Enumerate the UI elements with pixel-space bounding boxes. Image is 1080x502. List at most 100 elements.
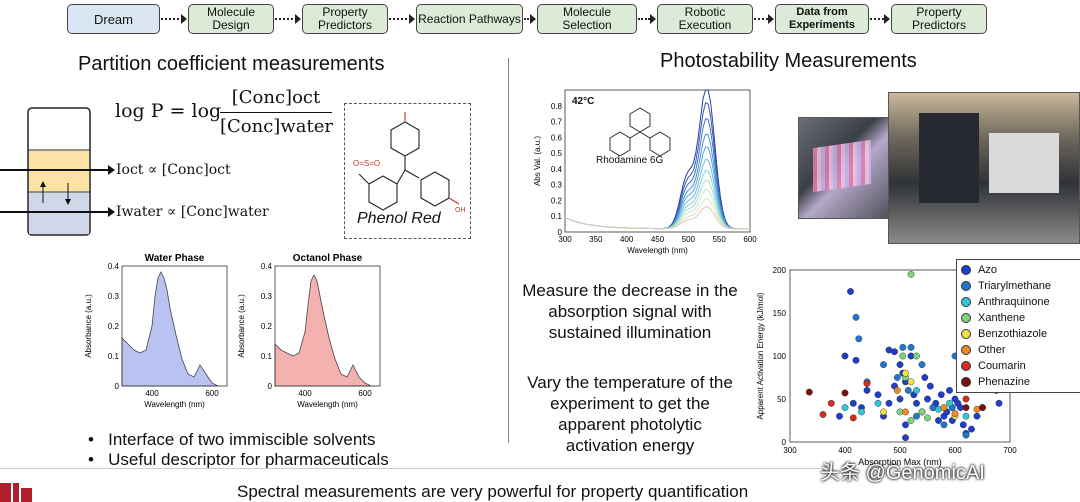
y-tick-label: 50: [777, 395, 786, 404]
data-point-azo: [924, 395, 931, 403]
data-point-phenazine: [805, 388, 813, 396]
pipeline-step-property-predictors-2[interactable]: Property Predictors: [891, 4, 987, 34]
data-point-azo: [841, 352, 849, 360]
data-point-triarylmethane: [940, 421, 948, 429]
data-point-azo: [968, 425, 975, 433]
y-tick-label: 0: [115, 382, 120, 391]
pipeline-step-robotic-execution[interactable]: Robotic Execution: [657, 4, 753, 34]
y-tick-label: 0.4: [551, 165, 563, 174]
pipeline-step-property-predictors[interactable]: Property Predictors: [302, 4, 388, 34]
x-tick-label: 300: [783, 446, 797, 455]
data-point-azo: [935, 417, 942, 424]
data-point-coumarin: [863, 380, 871, 387]
y-tick-label: 0.1: [551, 212, 563, 221]
phenol-red-label: Phenol Red: [357, 210, 441, 227]
legend-label: Anthraquinone: [978, 296, 1050, 308]
x-tick-label: 700: [1003, 446, 1017, 455]
plot-frame: [121, 265, 228, 387]
data-point-azo: [847, 288, 854, 295]
logp-denominator: [Conc]water: [220, 116, 333, 137]
data-point-xanthene: [907, 417, 915, 424]
data-point-phenazine: [962, 404, 970, 412]
data-point-other: [940, 404, 948, 412]
data-point-anthraquinone: [874, 399, 882, 407]
x-tick-label: 450: [651, 235, 665, 244]
data-point-anthraquinone: [962, 412, 970, 420]
y-tick-label: 0: [782, 438, 787, 447]
legend-item: Anthraquinone: [961, 294, 1079, 310]
separatory-vessel-diagram: [0, 107, 115, 236]
data-point-anthraquinone: [913, 386, 920, 394]
arrow-right-icon: [884, 14, 890, 24]
data-point-triarylmethane: [913, 412, 920, 420]
x-tick-label: 600: [948, 446, 962, 455]
x-tick-label: 400: [145, 389, 159, 398]
data-point-azo: [902, 434, 909, 442]
x-tick-label: 350: [589, 235, 603, 244]
plot-frame: [564, 89, 751, 233]
spectrum-line: [564, 158, 750, 230]
data-point-azo: [995, 399, 1003, 407]
pipeline-step-molecule-design[interactable]: Molecule Design: [188, 4, 274, 34]
legend-item: Xanthene: [961, 310, 1079, 326]
data-point-azo: [885, 399, 893, 407]
data-point-triarylmethane: [893, 374, 901, 381]
pipeline-connector: [638, 18, 650, 20]
arrow-right-icon: [295, 14, 301, 24]
x-tick-label: 300: [558, 235, 572, 244]
y-tick-label: 0.6: [551, 133, 563, 142]
legend-marker-icon: [961, 329, 971, 339]
data-point-other: [902, 408, 909, 416]
logo: [0, 478, 32, 502]
data-point-triarylmethane: [904, 386, 912, 394]
legend-item: Benzothiazole: [961, 326, 1079, 342]
y-tick-label: 0.3: [108, 292, 120, 301]
vary-temperature-description: Vary the temperature of the experiment t…: [527, 373, 733, 455]
well-plate-image: [813, 139, 871, 193]
data-point-azo: [849, 399, 857, 407]
phenol-red-structure: O=S=O OH: [353, 112, 466, 214]
y-axis-label: Absorbance (a.u.): [84, 294, 93, 358]
y-axis-label: Absorbance (a.u.): [237, 294, 246, 358]
pipeline-step-reaction-pathways[interactable]: Reaction Pathways: [416, 4, 523, 34]
pipeline-step-dream[interactable]: Dream: [67, 4, 160, 34]
arrow-right-icon: [650, 14, 656, 24]
legend-marker-icon: [961, 345, 971, 355]
pipeline-connector: [870, 18, 884, 20]
data-point-azo: [973, 412, 981, 420]
footer-rule: [0, 468, 820, 469]
data-point-benzothiazole: [902, 369, 909, 377]
legend-marker-icon: [961, 377, 971, 387]
y-tick-label: 0: [558, 228, 563, 237]
data-point-azo: [896, 395, 904, 403]
photostability-title: Photostability Measurements: [660, 50, 917, 72]
data-point-triarylmethane: [852, 313, 860, 321]
legend-marker-icon: [961, 361, 971, 371]
svg-text:OH: OH: [455, 207, 466, 214]
data-point-triarylmethane: [962, 431, 970, 439]
bullet-item: • Interface of two immiscible solvents: [88, 430, 376, 449]
legend-label: Coumarin: [978, 360, 1026, 372]
arrow-right-icon: [530, 14, 536, 24]
x-tick-label: 400: [298, 389, 312, 398]
legend-item: Phenazine: [961, 374, 1079, 390]
arrow-right-icon: [768, 14, 774, 24]
chart-title: Octanol Phase: [293, 253, 363, 264]
y-axis-label: Abs Val. (a.u.): [533, 136, 542, 186]
instrument-shape: [989, 133, 1059, 193]
legend-item: Other: [961, 342, 1079, 358]
i-water-relation: Iwater ∝ [Conc]water: [116, 204, 269, 220]
svg-text:O=S=O: O=S=O: [353, 159, 380, 168]
data-point-azo: [863, 386, 871, 394]
pipeline-step-data-from-experiments[interactable]: Data from Experiments: [775, 4, 869, 34]
data-point-xanthene: [907, 270, 915, 278]
y-tick-label: 0: [268, 382, 273, 391]
data-point-azo: [913, 399, 920, 407]
well-plate-photo: [798, 117, 892, 219]
legend-item: Coumarin: [961, 358, 1079, 374]
pipeline-step-molecule-selection[interactable]: Molecule Selection: [537, 4, 637, 34]
section-divider: [508, 58, 509, 443]
y-tick-label: 0.8: [551, 102, 563, 111]
water-phase-chart: Water Phase 0 0.1 0.2 0.3 0.4 400 600Wavelength…: [84, 253, 228, 409]
y-tick-label: 0.3: [261, 292, 273, 301]
